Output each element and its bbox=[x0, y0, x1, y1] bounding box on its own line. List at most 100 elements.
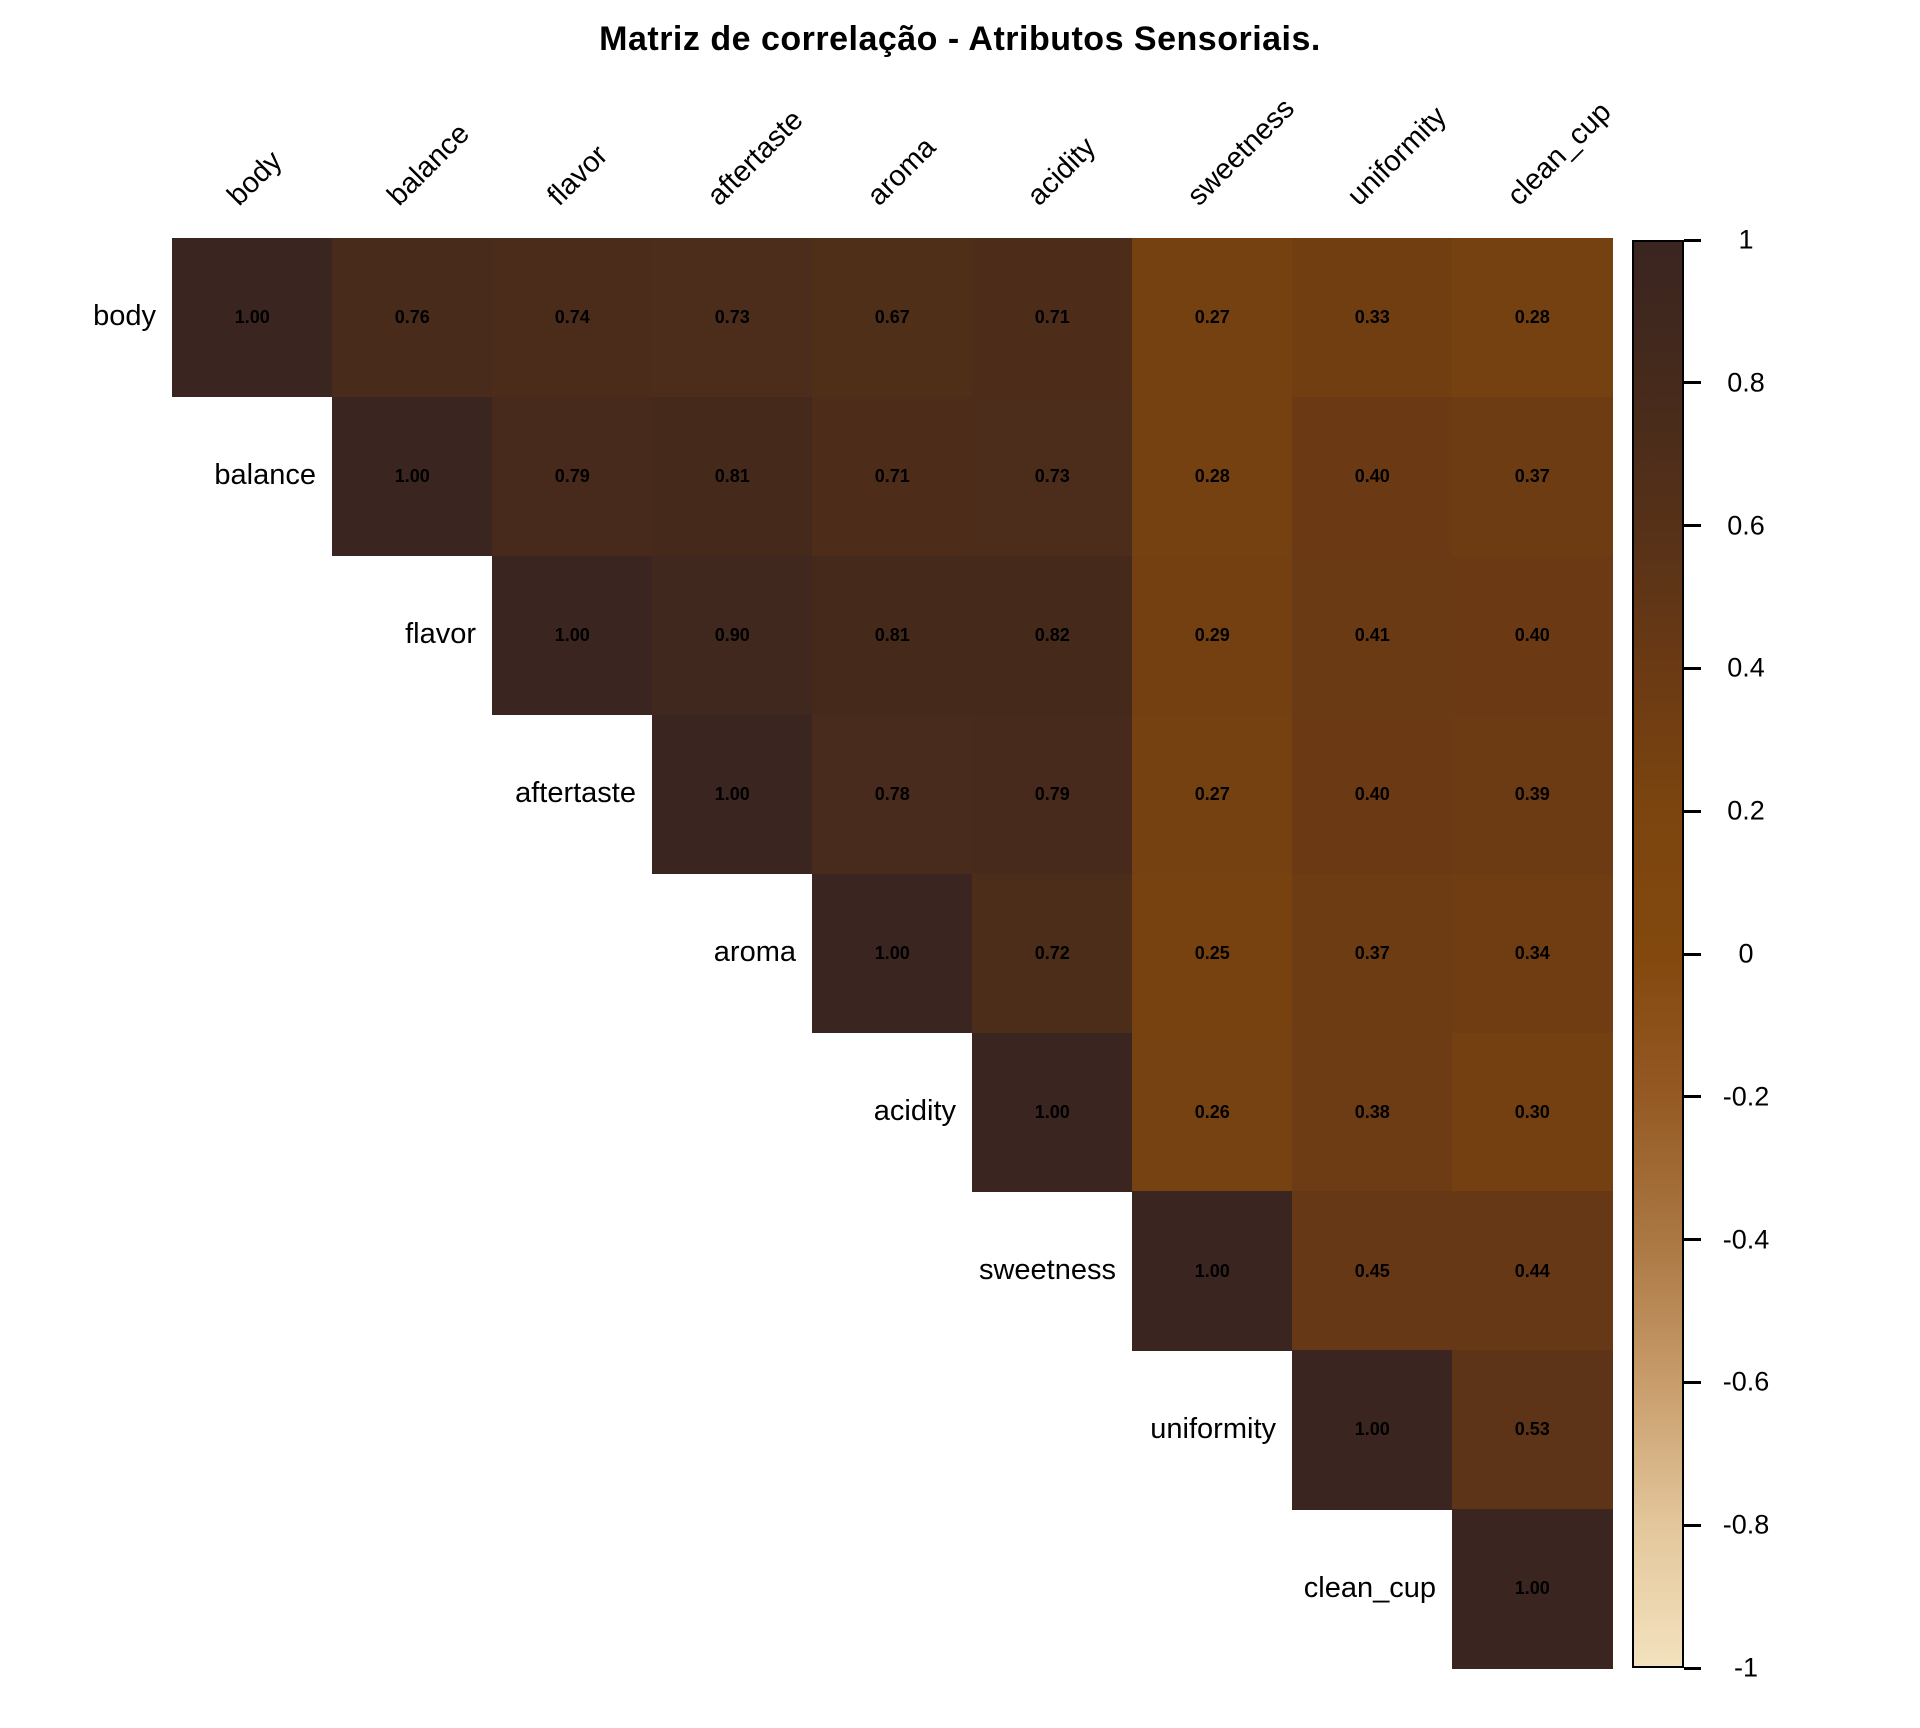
matrix-cell: 0.44 bbox=[1452, 1191, 1613, 1351]
colorbar-tick bbox=[1684, 524, 1701, 528]
cell-value: 0.37 bbox=[1354, 942, 1390, 963]
matrix-cell: 0.82 bbox=[972, 555, 1133, 716]
matrix-cell: 0.25 bbox=[1132, 873, 1293, 1033]
matrix-cell: 1.00 bbox=[812, 873, 973, 1033]
matrix-cell: 0.30 bbox=[1452, 1032, 1613, 1192]
column-label: clean_cup bbox=[1501, 95, 1618, 212]
cell-value: 0.38 bbox=[1354, 1101, 1390, 1122]
cell-value: 0.28 bbox=[1194, 466, 1230, 487]
cell-value: 0.40 bbox=[1514, 624, 1550, 645]
cell-value: 0.29 bbox=[1194, 624, 1230, 645]
cell-value: 0.27 bbox=[1194, 307, 1230, 328]
matrix-cell: 0.79 bbox=[492, 396, 653, 557]
matrix-cell: 0.26 bbox=[1132, 1032, 1293, 1192]
matrix-cell: 0.37 bbox=[1452, 396, 1613, 557]
colorbar-tick-label: -0.6 bbox=[1722, 1366, 1770, 1397]
cell-value: 0.30 bbox=[1514, 1101, 1550, 1122]
colorbar-tick bbox=[1684, 666, 1701, 670]
matrix-cell: 0.76 bbox=[332, 238, 493, 398]
cell-value: 0.72 bbox=[1034, 942, 1070, 963]
matrix-cell: 1.00 bbox=[1292, 1350, 1453, 1510]
matrix-cell: 0.37 bbox=[1292, 873, 1453, 1033]
colorbar-tick bbox=[1684, 1380, 1701, 1384]
cell-value: 1.00 bbox=[1514, 1578, 1550, 1599]
matrix-cell: 0.41 bbox=[1292, 555, 1453, 716]
cell-value: 0.73 bbox=[714, 307, 750, 328]
cell-value: 1.00 bbox=[714, 783, 750, 804]
matrix-cell: 0.79 bbox=[972, 714, 1133, 875]
row-label: aroma bbox=[713, 936, 796, 969]
colorbar-tick-label: 0.8 bbox=[1727, 367, 1765, 398]
cell-value: 0.74 bbox=[554, 307, 590, 328]
cell-value: 0.71 bbox=[874, 466, 910, 487]
matrix-cell: 0.34 bbox=[1452, 873, 1613, 1033]
colorbar-tick-label: 1 bbox=[1738, 224, 1754, 255]
row-label: acidity bbox=[873, 1094, 956, 1127]
cell-value: 0.40 bbox=[1354, 466, 1390, 487]
matrix-cell: 0.72 bbox=[972, 873, 1133, 1033]
matrix-cell: 0.71 bbox=[812, 396, 973, 557]
matrix-cell: 1.00 bbox=[332, 396, 493, 557]
cell-value: 0.78 bbox=[874, 783, 910, 804]
cell-value: 0.79 bbox=[1034, 783, 1070, 804]
matrix-cell: 0.28 bbox=[1452, 238, 1613, 398]
cell-value: 0.79 bbox=[554, 466, 590, 487]
cell-value: 0.44 bbox=[1514, 1260, 1550, 1281]
cell-value: 0.71 bbox=[1034, 307, 1070, 328]
cell-value: 0.41 bbox=[1354, 624, 1390, 645]
matrix-cell: 0.73 bbox=[652, 238, 813, 398]
colorbar-tick bbox=[1684, 381, 1701, 385]
cell-value: 0.82 bbox=[1034, 624, 1070, 645]
cell-value: 0.28 bbox=[1514, 307, 1550, 328]
row-label: sweetness bbox=[978, 1253, 1116, 1286]
matrix-cell: 0.45 bbox=[1292, 1191, 1453, 1351]
colorbar-tick bbox=[1684, 952, 1701, 956]
cell-value: 0.39 bbox=[1514, 783, 1550, 804]
colorbar-tick-label: -0.2 bbox=[1722, 1081, 1770, 1112]
cell-value: 0.67 bbox=[874, 307, 910, 328]
column-label: body bbox=[221, 144, 289, 212]
cell-value: 1.00 bbox=[1354, 1419, 1390, 1440]
matrix-cell: 0.74 bbox=[492, 238, 653, 398]
column-label: sweetness bbox=[1181, 92, 1301, 212]
column-label: aroma bbox=[861, 131, 943, 212]
cell-value: 0.81 bbox=[714, 466, 750, 487]
matrix-cell: 0.40 bbox=[1292, 396, 1453, 557]
matrix-cell: 0.81 bbox=[652, 396, 813, 557]
cell-value: 0.34 bbox=[1514, 942, 1550, 963]
row-label: balance bbox=[214, 459, 316, 492]
cell-value: 0.76 bbox=[394, 307, 430, 328]
cell-value: 0.26 bbox=[1194, 1101, 1230, 1122]
matrix-cell: 0.53 bbox=[1452, 1350, 1613, 1510]
colorbar-tick bbox=[1684, 1523, 1701, 1527]
row-label: flavor bbox=[405, 618, 476, 651]
colorbar-tick-label: -0.8 bbox=[1722, 1509, 1770, 1540]
cell-value: 0.53 bbox=[1514, 1419, 1550, 1440]
cell-value: 1.00 bbox=[1194, 1260, 1230, 1281]
matrix-cell: 1.00 bbox=[1452, 1509, 1613, 1669]
cell-value: 1.00 bbox=[554, 624, 590, 645]
matrix-cell: 1.00 bbox=[972, 1032, 1133, 1192]
matrix-cell: 0.73 bbox=[972, 396, 1133, 557]
column-label: flavor bbox=[541, 139, 615, 212]
cell-value: 0.27 bbox=[1194, 783, 1230, 804]
matrix-cell: 1.00 bbox=[492, 555, 653, 716]
cell-value: 0.81 bbox=[874, 624, 910, 645]
colorbar-tick-label: -0.4 bbox=[1722, 1224, 1770, 1255]
matrix-cell: 0.78 bbox=[812, 714, 973, 875]
cell-value: 0.40 bbox=[1354, 783, 1390, 804]
cell-value: 0.45 bbox=[1354, 1260, 1390, 1281]
colorbar-tick bbox=[1684, 1238, 1701, 1242]
matrix-cell: 0.33 bbox=[1292, 238, 1453, 398]
cell-value: 0.73 bbox=[1034, 466, 1070, 487]
matrix-cell: 0.38 bbox=[1292, 1032, 1453, 1192]
row-label: clean_cup bbox=[1303, 1571, 1436, 1604]
matrix-cell: 0.27 bbox=[1132, 714, 1293, 875]
matrix-cell: 0.67 bbox=[812, 238, 973, 398]
matrix-cell: 0.71 bbox=[972, 238, 1133, 398]
colorbar-tick bbox=[1684, 1095, 1701, 1099]
matrix-cell: 0.81 bbox=[812, 555, 973, 716]
row-label: aftertaste bbox=[515, 777, 636, 810]
cell-value: 0.37 bbox=[1514, 466, 1550, 487]
